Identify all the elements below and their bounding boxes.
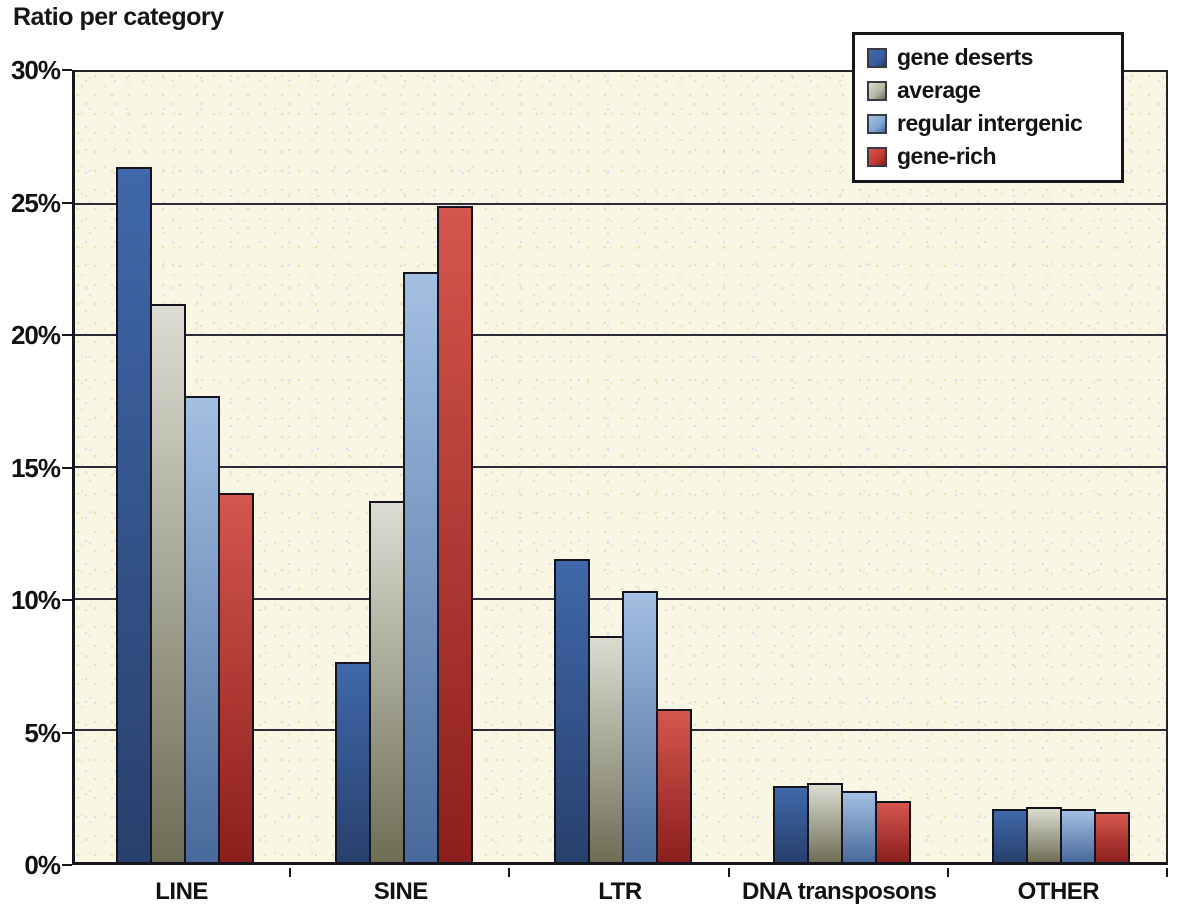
bar-sine-gene-rich — [436, 206, 473, 862]
bar-group-sine — [294, 72, 513, 862]
legend-item-average: average — [867, 77, 1109, 104]
x-axis-label-sine: SINE — [373, 878, 429, 905]
bar-other-gene-rich — [1094, 811, 1131, 862]
bar-other-gene-deserts — [992, 809, 1029, 862]
bar-other-regular-intergenic — [1060, 809, 1097, 862]
gridline-25pct — [75, 202, 1166, 205]
gridline-10pct — [75, 597, 1166, 600]
y-axis-tick-10pct — [62, 599, 72, 601]
y-axis-tick-15pct — [62, 466, 72, 469]
legend: gene deserts average regular intergenic gen… — [852, 32, 1124, 183]
bar-dna-transposons-gene-rich — [875, 801, 912, 862]
y-axis-tick-20pct — [62, 334, 72, 336]
bar-dna-transposons-gene-deserts — [773, 785, 810, 862]
x-axis-label-line: LINE — [155, 878, 208, 905]
bar-group-line — [75, 72, 294, 862]
x-axis-tick-2 — [508, 868, 511, 877]
bar-ltr-average — [587, 635, 624, 862]
y-axis-label-0pct: 0% — [24, 850, 61, 880]
bar-sine-average — [368, 501, 405, 862]
x-axis-tick-1 — [289, 868, 292, 877]
bar-dna-transposons-average — [807, 783, 844, 862]
x-axis-tick-3 — [727, 868, 730, 877]
legend-label: gene deserts — [897, 44, 1033, 70]
y-axis-tick-25pct — [62, 201, 72, 204]
x-axis-tick-4 — [946, 868, 949, 877]
y-axis-label-10pct: 10% — [10, 585, 61, 615]
x-axis-label-dna-transposons: DNA transposons — [742, 878, 937, 905]
bar-group-dna-transposons — [733, 72, 952, 862]
bar-ltr-gene-deserts — [553, 559, 590, 862]
y-axis-label-5pct: 5% — [24, 717, 61, 748]
bar-ltr-gene-rich — [655, 709, 692, 862]
y-axis-label-20pct: 20% — [10, 320, 61, 350]
bar-ltr-regular-intergenic — [621, 590, 658, 862]
legend-label: gene-rich — [897, 143, 997, 169]
legend-label: regular intergenic — [897, 110, 1083, 136]
y-axis-tick-0pct — [62, 864, 72, 866]
y-axis-label-25pct: 25% — [10, 187, 61, 218]
y-axis-tick-30pct — [62, 69, 72, 71]
chart-title: Ratio per category — [13, 3, 224, 31]
legend-item-gene-rich: gene-rich — [867, 143, 1109, 170]
bar-group-ltr — [513, 72, 732, 862]
legend-item-gene-deserts: gene deserts — [867, 44, 1109, 71]
legend-swatch-icon — [867, 80, 887, 101]
bar-line-gene-deserts — [115, 166, 152, 862]
legend-swatch-icon — [867, 146, 887, 167]
legend-swatch-icon — [867, 47, 887, 68]
legend-label: average — [897, 77, 981, 103]
x-axis-label-ltr: LTR — [598, 878, 642, 905]
bar-sine-gene-deserts — [334, 661, 371, 862]
bar-group-other — [952, 72, 1171, 862]
y-axis-tick-5pct — [62, 731, 72, 734]
x-axis-tick-5 — [1166, 868, 1168, 877]
bar-line-regular-intergenic — [183, 395, 220, 862]
bar-other-average — [1026, 806, 1063, 862]
bar-line-gene-rich — [217, 493, 254, 862]
legend-item-regular-intergenic: regular intergenic — [867, 110, 1109, 137]
y-axis-label-15pct: 15% — [10, 452, 61, 483]
plot-area — [72, 70, 1168, 865]
bar-sine-regular-intergenic — [402, 272, 439, 862]
legend-swatch-icon — [867, 113, 887, 134]
gridline-15pct — [75, 466, 1166, 468]
bar-line-average — [149, 303, 186, 862]
bar-dna-transposons-regular-intergenic — [841, 790, 878, 862]
y-axis-label-30pct: 30% — [10, 55, 61, 85]
gridline-20pct — [75, 334, 1166, 337]
x-axis-label-other: OTHER — [1017, 878, 1100, 905]
